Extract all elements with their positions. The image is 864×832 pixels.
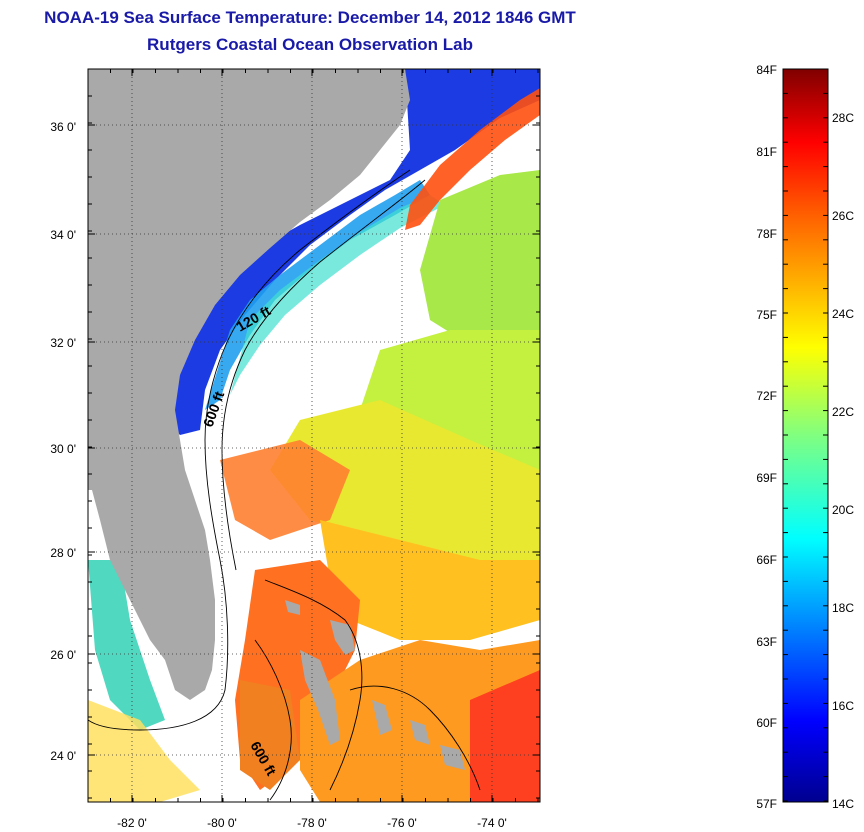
f-label: 78F [756, 227, 777, 241]
f-label: 81F [756, 145, 777, 159]
latitude-labels: 36 0' 34 0' 32 0' 30 0' 28 0' 26 0' 24 0… [50, 120, 76, 763]
f-label: 75F [756, 308, 777, 322]
lat-label: 32 0' [50, 336, 76, 350]
map-subtitle: Rutgers Coastal Ocean Observation Lab [147, 35, 473, 54]
f-label: 57F [756, 797, 777, 811]
f-label: 63F [756, 635, 777, 649]
lat-label: 30 0' [50, 442, 76, 456]
lat-label: 28 0' [50, 546, 76, 560]
map-title: NOAA-19 Sea Surface Temperature: Decembe… [44, 8, 576, 27]
c-label: 22C [832, 405, 854, 419]
c-label: 20C [832, 503, 854, 517]
longitude-labels: -82 0' -80 0' -78 0' -76 0' -74 0' [117, 816, 507, 830]
lat-label: 26 0' [50, 648, 76, 662]
c-label: 14C [832, 797, 854, 811]
sst-field [88, 69, 540, 802]
f-label: 84F [756, 63, 777, 77]
c-label: 18C [832, 601, 854, 615]
colorbar-ticks [783, 68, 828, 802]
c-label: 16C [832, 699, 854, 713]
c-label: 28C [832, 111, 854, 125]
f-label: 69F [756, 471, 777, 485]
lat-label: 24 0' [50, 749, 76, 763]
c-label: 24C [832, 307, 854, 321]
f-label: 66F [756, 553, 777, 567]
colorbar-celsius-labels: 28C 26C 24C 22C 20C 18C 16C 14C [832, 111, 854, 811]
axis-ticks [87, 68, 540, 802]
colorbar-fahrenheit-labels: 84F 81F 78F 75F 72F 69F 66F 63F 60F 57F [756, 63, 777, 811]
graticule [88, 69, 540, 802]
map-frame [87, 68, 541, 803]
lat-label: 36 0' [50, 120, 76, 134]
lon-label: -82 0' [117, 816, 147, 830]
bathymetry-contours [88, 169, 481, 801]
f-label: 60F [756, 716, 777, 730]
lon-label: -80 0' [207, 816, 237, 830]
colorbar: 84F 81F 78F 75F 72F 69F 66F 63F 60F 57F … [756, 63, 854, 811]
lat-label: 34 0' [50, 228, 76, 242]
map-panel [88, 69, 540, 802]
f-label: 72F [756, 389, 777, 403]
colorbar-gradient [782, 68, 829, 803]
c-label: 26C [832, 209, 854, 223]
lon-label: -76 0' [387, 816, 417, 830]
lon-label: -78 0' [297, 816, 327, 830]
land-mass [88, 69, 465, 770]
lon-label: -74 0' [477, 816, 507, 830]
